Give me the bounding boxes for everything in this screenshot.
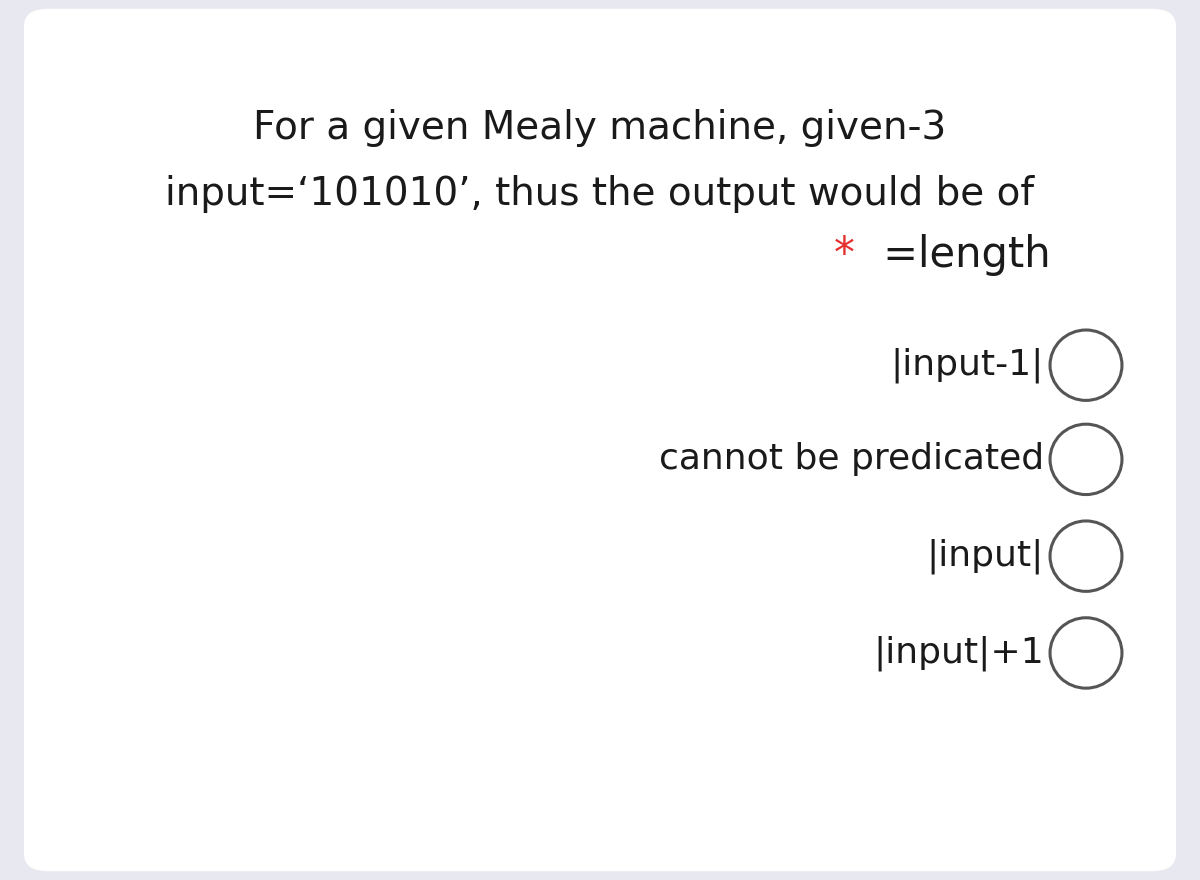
Text: cannot be predicated: cannot be predicated	[659, 443, 1044, 476]
Text: |input-1|: |input-1|	[890, 348, 1044, 383]
Text: =length: =length	[870, 234, 1051, 276]
Text: input=‘101010’, thus the output would be of: input=‘101010’, thus the output would be…	[166, 174, 1034, 213]
Text: *: *	[834, 234, 854, 276]
FancyBboxPatch shape	[24, 9, 1176, 871]
Text: For a given Mealy machine, given-3: For a given Mealy machine, given-3	[253, 108, 947, 147]
Text: |input|: |input|	[926, 539, 1044, 574]
Text: |input|+1: |input|+1	[874, 635, 1044, 671]
